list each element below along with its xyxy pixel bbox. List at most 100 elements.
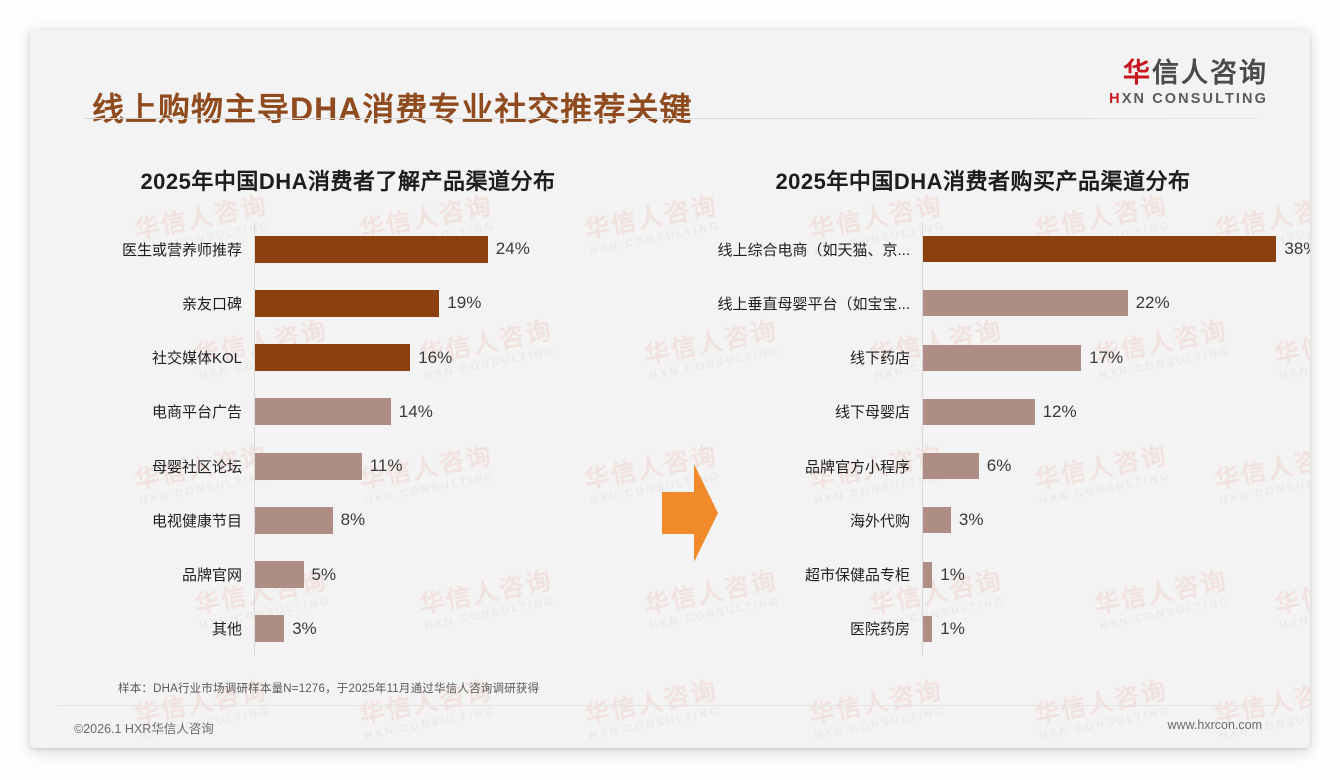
chart-axis-awareness [254,222,255,656]
bar-row: 品牌官方小程序 6% [668,439,1298,493]
bar-category-label: 线下药店 [849,350,910,368]
bar-track: 5% [255,561,648,589]
bar-row: 超市保健品专柜 1% [668,548,1298,602]
bar-row: 线上综合电商（如天猫、京... 38% [668,222,1310,276]
bar-category-label: 电商平台广告 [151,404,242,422]
bar [923,561,933,588]
bar-track: 17% [923,344,1298,371]
bar-track: 16% [255,344,648,372]
bar [255,398,391,426]
bar [255,344,411,372]
bar [923,615,933,642]
bar-row: 线下药店 17% [668,331,1298,385]
slide-card: 华信人咨询 HXN CONSULTING 华信人咨询 HXN CONSULTING华信… [30,30,1310,748]
bar-track: 3% [255,615,648,643]
bar-track: 19% [255,289,648,317]
slide-header: 线上购物主导DHA消费专业社交推荐关键 [30,30,1310,127]
bar-category-label: 品牌官方小程序 [804,458,910,476]
header-divider [85,118,1257,119]
bar [923,507,951,534]
bar-row: 母婴社区论坛 11% [48,439,648,493]
chart-plot-purchase: 线上综合电商（如天猫、京... 38% 线上垂直母婴平台（如宝宝... 22% 线下药店… [668,222,1310,656]
chart-axis-purchase [922,222,923,656]
bar-category-label: 线下母婴店 [834,404,910,422]
bar-track: 24% [255,235,648,263]
bar-track: 1% [923,615,1298,642]
bar-row: 品牌官网 5% [48,548,648,602]
footer-copyright: ©2026.1 HXR华信人咨询 [74,722,214,736]
bar [255,452,362,480]
bar-row: 电商平台广告 14% [48,385,648,439]
logo-cn-rest: 信人咨询 [1152,58,1268,88]
bar-category-label: 医院药房 [849,621,910,639]
bar-row: 亲友口碑 19% [48,276,648,330]
bar-value-label: 8% [340,510,366,530]
bar-value-label: 22% [1135,293,1170,313]
bar-category-label: 线上垂直母婴平台（如宝宝... [717,295,910,313]
slide-footer: ©2026.1 HXR华信人咨询 www.hxrcon.com [30,706,1310,748]
chart-panel-purchase: 2025年中国DHA消费者购买产品渠道分布 线上综合电商（如天猫、京... 38%… [668,122,1310,682]
charts-area: 2025年中国DHA消费者了解产品渠道分布 医生或营养师推荐 24% 亲友口碑 19%… [30,122,1310,682]
bar-row: 线下母婴店 12% [668,385,1298,439]
bar-rows-awareness: 医生或营养师推荐 24% 亲友口碑 19% 社交媒体KOL 16% 电商平台广告 14% 母婴社… [48,222,648,656]
bar-track: 14% [255,398,648,426]
bar-category-label: 亲友口碑 [181,295,242,313]
bar-value-label: 16% [418,347,453,367]
bar [255,615,285,643]
footer-divider [58,705,1282,706]
bar-track: 11% [255,452,648,480]
logo-english: HXN CONSULTING [1109,91,1268,108]
bar-category-label: 超市保健品专柜 [804,567,910,585]
logo-en-rest: XN CONSULTING [1121,91,1268,108]
bar-value-label: 19% [447,293,482,313]
bar-row: 医院药房 1% [668,602,1298,656]
chart-panel-awareness: 2025年中国DHA消费者了解产品渠道分布 医生或营养师推荐 24% 亲友口碑 19%… [48,122,648,682]
bar-value-label: 3% [292,618,317,638]
bar-row: 社交媒体KOL 16% [48,331,648,385]
bar [923,236,1277,263]
bar [923,290,1128,317]
bar-row: 线上垂直母婴平台（如宝宝... 22% [668,276,1298,330]
chart-title-purchase: 2025年中国DHA消费者购买产品渠道分布 [775,169,1191,194]
bar-value-label: 1% [940,564,965,584]
bar-category-label: 线上综合电商（如天猫、京... [717,241,910,259]
bar [923,344,1082,371]
bar-track: 38% [923,236,1310,263]
bar-row: 电视健康节目 8% [48,493,648,547]
bar [923,453,979,480]
bar [255,289,440,317]
bar-value-label: 6% [986,456,1012,476]
bar [255,561,304,589]
bar-value-label: 38% [1284,239,1310,259]
bar-row: 海外代购 3% [668,493,1298,547]
bar-row: 其他 3% [48,602,648,656]
bar-rows-purchase: 线上综合电商（如天猫、京... 38% 线上垂直母婴平台（如宝宝... 22% 线下药店… [668,222,1310,656]
bar-value-label: 24% [495,239,530,259]
bar-category-label: 电视健康节目 [151,512,242,530]
bar-row: 医生或营养师推荐 24% [48,222,648,276]
sample-footnote: 样本：DHA行业市场调研样本量N=1276，于2025年11月通过华信人咨询调研… [118,683,540,695]
chart-title-awareness: 2025年中国DHA消费者了解产品渠道分布 [140,169,556,194]
bar-value-label: 14% [398,401,433,421]
bar [923,398,1035,425]
bar-track: 1% [923,561,1298,588]
arrow-right-icon [658,462,720,564]
bar-category-label: 品牌官网 [181,567,242,585]
bar-track: 12% [923,398,1298,425]
bar-track: 22% [923,290,1298,317]
bar-value-label: 12% [1042,401,1077,421]
bar-value-label: 11% [369,456,403,476]
bar [255,506,333,534]
page-title: 线上购物主导DHA消费专业社交推荐关键 [92,91,693,127]
bar-track: 8% [255,506,648,534]
bar-category-label: 其他 [211,621,242,639]
bar-value-label: 3% [958,510,984,530]
bar-category-label: 社交媒体KOL [151,350,242,368]
logo-cn-red: 华 [1123,58,1152,88]
bar-category-label: 海外代购 [849,512,910,530]
logo-chinese: 华信人咨询 [1109,58,1268,89]
chart-plot-awareness: 医生或营养师推荐 24% 亲友口碑 19% 社交媒体KOL 16% 电商平台广告 14% 母婴社… [48,222,648,656]
bar-category-label: 母婴社区论坛 [151,458,242,476]
logo-en-red: H [1109,91,1122,108]
company-logo: 华信人咨询 HXN CONSULTING [1109,58,1268,108]
